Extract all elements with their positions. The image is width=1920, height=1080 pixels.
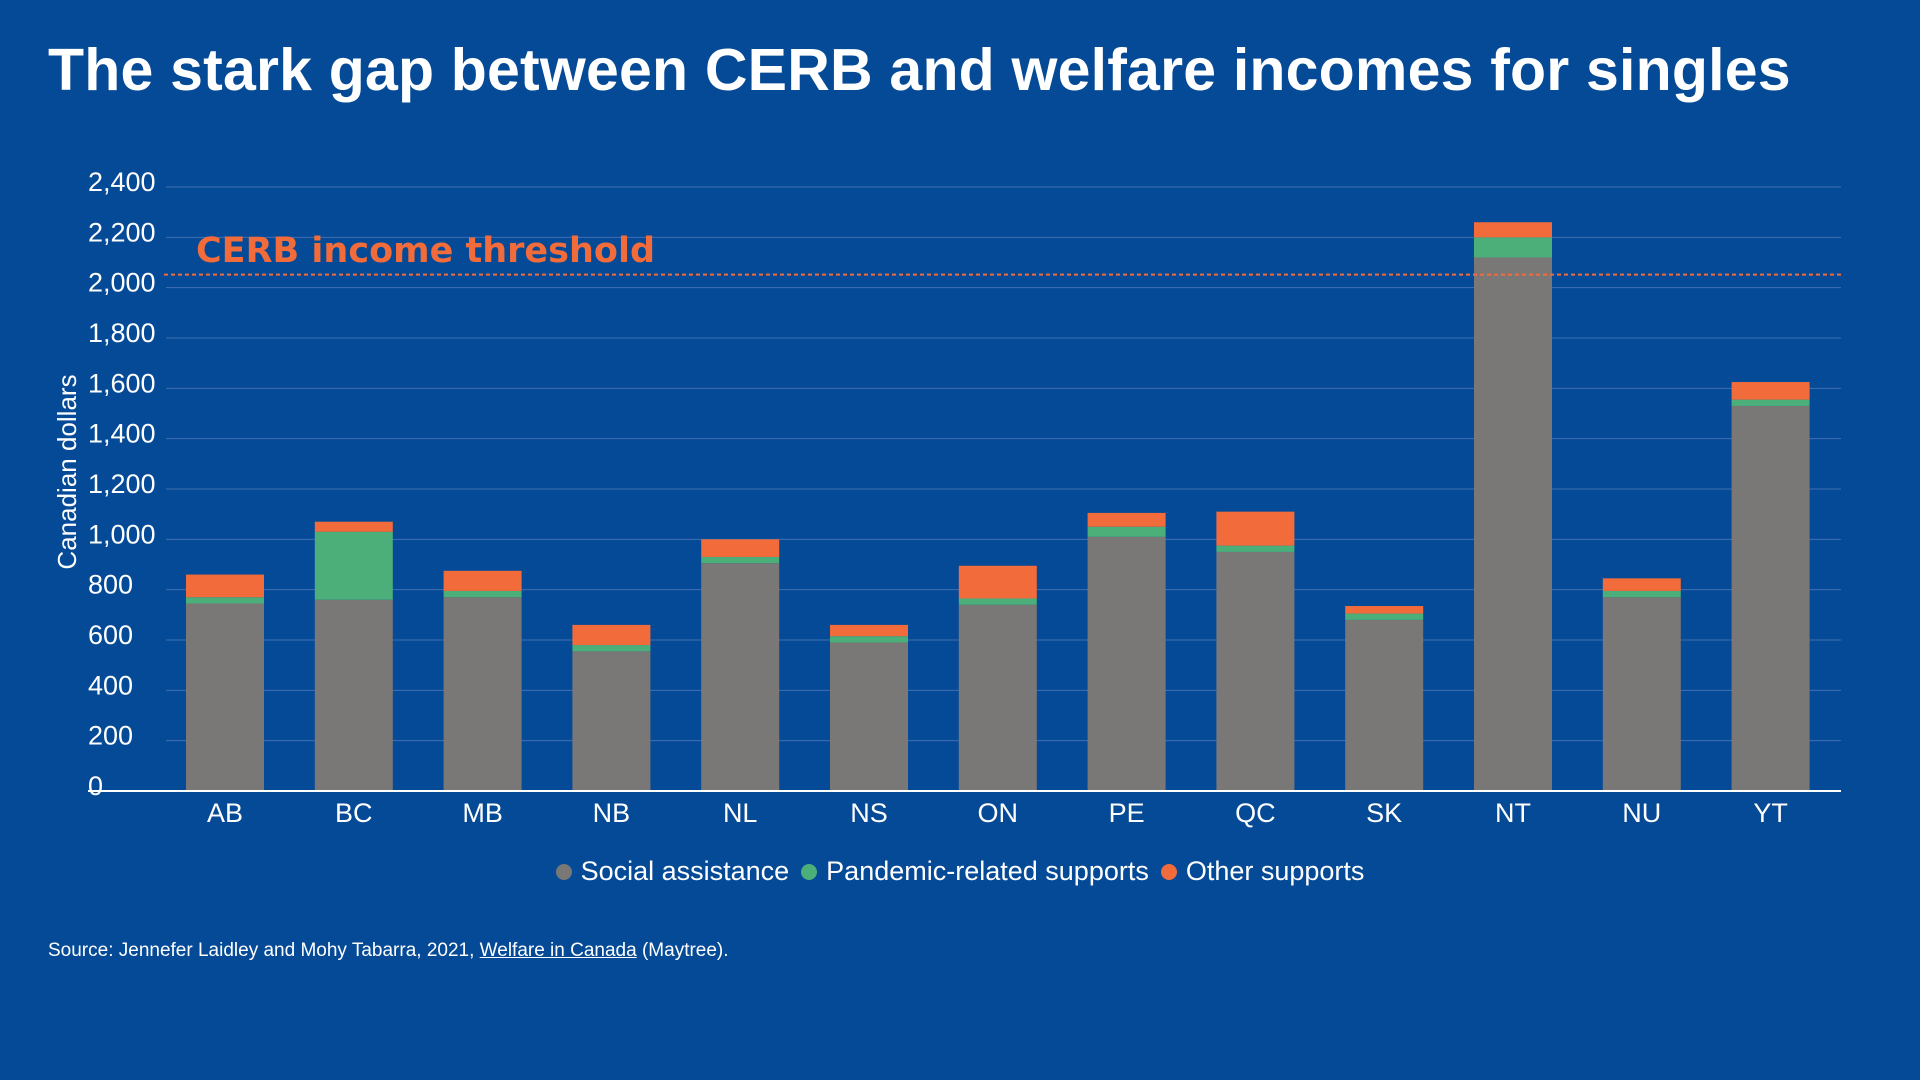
bar-yt-social-assistance	[1731, 405, 1810, 791]
bar-nb-other-supports	[572, 624, 651, 646]
y-tick-label: 600	[88, 620, 133, 650]
y-tick-label: 200	[88, 721, 133, 751]
cerb-threshold-label: CERB income threshold	[196, 231, 655, 271]
bar-nb-pandemic-supports	[572, 645, 651, 652]
bar-nu-other-supports	[1602, 578, 1681, 591]
bar-ns-social-assistance	[830, 642, 908, 791]
bar-on-pandemic-supports	[958, 598, 1037, 605]
x-tick-label: SK	[1366, 798, 1402, 828]
source-suffix: (Maytree).	[636, 940, 729, 961]
bar-mb-social-assistance	[443, 597, 522, 791]
bar-nl-other-supports	[701, 539, 780, 557]
source-prefix: Source: Jennefer Laidley and Mohy Tabarr…	[48, 940, 480, 961]
x-tick-label: BC	[335, 798, 373, 828]
bar-nt-social-assistance	[1474, 257, 1552, 791]
source-note: Source: Jennefer Laidley and Mohy Tabarr…	[48, 940, 729, 962]
y-tick-label: 2,000	[88, 268, 156, 298]
x-tick-label: NL	[723, 798, 758, 828]
y-tick-label: 0	[88, 771, 103, 801]
bar-nu-social-assistance	[1602, 597, 1681, 791]
bar-qc-social-assistance	[1216, 551, 1295, 791]
bar-pe-pandemic-supports	[1087, 526, 1166, 537]
y-tick-label: 1,200	[88, 469, 156, 499]
bar-on-social-assistance	[958, 604, 1037, 791]
legend-label-other-supports: Other supports	[1185, 856, 1365, 886]
bar-sk-social-assistance	[1345, 619, 1424, 791]
x-tick-label: AB	[207, 798, 243, 828]
legend-label-social-assistance: Social assistance	[580, 856, 790, 886]
bar-nt-other-supports	[1474, 222, 1552, 238]
bar-ab-other-supports	[186, 574, 264, 598]
bar-nl-pandemic-supports	[701, 556, 780, 564]
legend: Social assistance Pandemic-related suppo…	[0, 856, 1920, 887]
bar-ns-pandemic-supports	[830, 636, 908, 643]
bar-nl-social-assistance	[701, 563, 780, 791]
y-tick-label: 400	[88, 670, 133, 700]
y-tick-label: 1,400	[88, 419, 156, 449]
bar-nu-pandemic-supports	[1602, 590, 1681, 598]
bar-sk-other-supports	[1345, 606, 1424, 614]
x-axis-ticks: AB BC MB NB NL NS ON PE QC SK NT NU YT	[207, 798, 1788, 828]
bar-qc-other-supports	[1216, 511, 1295, 546]
bar-sk-pandemic-supports	[1345, 613, 1424, 620]
bar-ab-pandemic-supports	[186, 597, 264, 604]
bar-bc-pandemic-supports	[314, 531, 393, 600]
y-tick-label: 1,000	[88, 519, 156, 549]
legend-item-pandemic-supports: Pandemic-related supports	[801, 856, 1149, 887]
bar-yt-pandemic-supports	[1731, 399, 1810, 406]
bar-on-other-supports	[958, 565, 1037, 599]
chart-title: The stark gap between CERB and welfare i…	[48, 37, 1791, 103]
bar-bc-other-supports	[314, 521, 393, 532]
bar-qc-pandemic-supports	[1216, 545, 1295, 552]
bar-nt-pandemic-supports	[1474, 237, 1552, 258]
x-tick-label: NU	[1622, 798, 1661, 828]
x-tick-label: PE	[1109, 798, 1145, 828]
legend-item-social-assistance: Social assistance	[555, 856, 790, 887]
y-tick-label: 1,600	[88, 368, 156, 398]
x-tick-label: MB	[462, 798, 503, 828]
x-tick-label: NB	[593, 798, 631, 828]
x-tick-label: QC	[1235, 798, 1276, 828]
bar-mb-pandemic-supports	[443, 590, 522, 598]
bar-yt-other-supports	[1731, 382, 1810, 400]
bars	[186, 222, 1810, 791]
bar-pe-social-assistance	[1087, 536, 1166, 791]
legend-swatch-pandemic-supports	[801, 863, 818, 880]
bar-pe-other-supports	[1087, 512, 1166, 527]
legend-item-other-supports: Other supports	[1160, 856, 1365, 887]
x-tick-label: NS	[850, 798, 888, 828]
legend-swatch-social-assistance	[555, 863, 572, 880]
bar-nb-social-assistance	[572, 651, 651, 791]
y-tick-label: 2,400	[88, 167, 156, 197]
bar-ab-social-assistance	[186, 603, 264, 791]
legend-swatch-other-supports	[1160, 863, 1177, 880]
y-tick-label: 1,800	[88, 318, 156, 348]
legend-label-pandemic-supports: Pandemic-related supports	[826, 856, 1149, 886]
x-tick-label: YT	[1753, 798, 1788, 828]
y-axis-ticks: 0 200 400 600 800 1,000 1,200 1,400 1,600 1,800 2,…	[88, 167, 156, 801]
source-link[interactable]: Welfare in Canada	[479, 940, 637, 961]
x-tick-label: ON	[978, 798, 1019, 828]
y-axis-label: Canadian dollars	[52, 374, 82, 569]
x-tick-label: NT	[1495, 798, 1531, 828]
y-tick-label: 800	[88, 570, 133, 600]
bar-mb-other-supports	[443, 570, 522, 591]
bar-bc-social-assistance	[314, 599, 393, 791]
y-tick-label: 2,200	[88, 217, 156, 247]
bar-ns-other-supports	[830, 624, 908, 637]
